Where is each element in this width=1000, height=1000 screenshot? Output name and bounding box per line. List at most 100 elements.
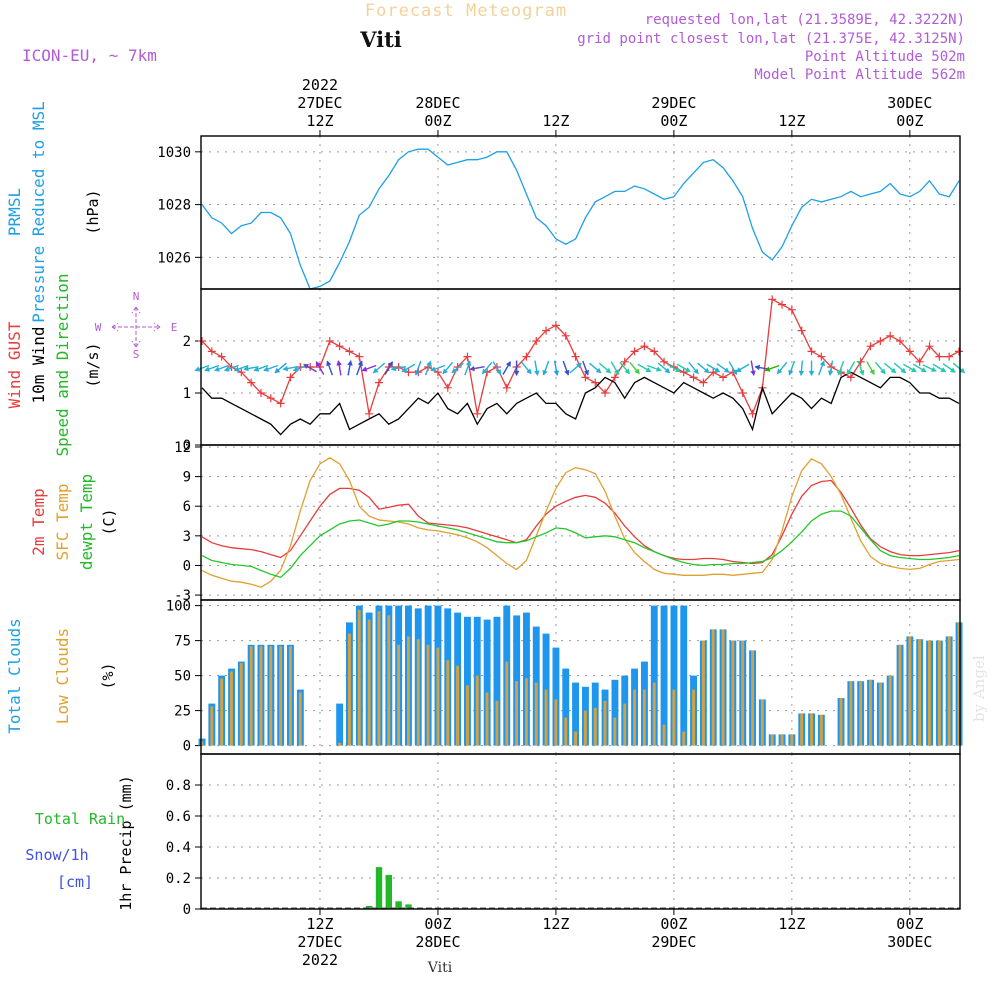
low-cloud-bar bbox=[210, 706, 214, 746]
model-label: ICON-EU, ~ 7km bbox=[22, 46, 157, 65]
ylabel-line: dewpt Temp bbox=[77, 474, 96, 570]
gust-marker bbox=[886, 331, 895, 340]
time-label: 2022 bbox=[302, 951, 338, 969]
gust-marker bbox=[433, 368, 442, 377]
low-cloud-bar bbox=[230, 671, 233, 746]
low-cloud-bar bbox=[957, 622, 961, 746]
low-cloud-bar bbox=[918, 639, 922, 746]
wind-arrow bbox=[464, 360, 472, 376]
gust-marker bbox=[719, 373, 728, 382]
gust-marker bbox=[198, 337, 206, 345]
wind-arrow bbox=[303, 363, 317, 373]
rain-bar bbox=[395, 901, 402, 910]
time-label: 2022 bbox=[302, 76, 338, 94]
wind-arrow bbox=[569, 362, 582, 374]
gust-marker bbox=[846, 373, 855, 382]
time-label: 27DEC bbox=[297, 933, 342, 951]
time-label: 00Z bbox=[424, 915, 451, 933]
low-cloud-bar bbox=[338, 742, 342, 746]
low-cloud-bar bbox=[819, 714, 823, 746]
time-label: 00Z bbox=[896, 112, 923, 130]
ylabel-line: 1hr Precip (mm) bbox=[117, 775, 135, 910]
wind-arrow-head bbox=[426, 360, 432, 367]
total-cloud-bar bbox=[513, 615, 521, 746]
pressure-series bbox=[201, 148, 960, 290]
low-cloud-bar bbox=[249, 646, 253, 746]
precip-grid bbox=[201, 754, 960, 910]
low-cloud-bar bbox=[259, 646, 263, 746]
ylabel-line: (m/s) bbox=[84, 342, 102, 387]
wind-arrow-head bbox=[788, 369, 794, 376]
series-line bbox=[201, 148, 960, 290]
total-cloud-bar bbox=[611, 679, 619, 746]
wind-arrow bbox=[827, 360, 834, 376]
wind-arrow-head bbox=[495, 369, 501, 375]
wind-arrow-head bbox=[564, 369, 570, 376]
gust-marker bbox=[689, 373, 698, 382]
gust-marker bbox=[699, 378, 708, 387]
time-label: 12Z bbox=[306, 915, 333, 933]
total-cloud-bar bbox=[464, 616, 471, 746]
wind-arrow-head bbox=[910, 367, 917, 373]
gust-marker bbox=[679, 368, 688, 377]
cloud-bars bbox=[198, 605, 963, 746]
dewpt-temp-series bbox=[201, 510, 960, 579]
low-cloud-bar bbox=[652, 682, 656, 746]
ytick-label: 25 bbox=[174, 704, 191, 720]
ytick-label: 0.6 bbox=[166, 809, 191, 825]
precip-bars bbox=[365, 867, 412, 910]
low-cloud-bar bbox=[377, 611, 381, 746]
series-line bbox=[201, 457, 960, 588]
wind-arrow bbox=[667, 363, 681, 373]
wind-arrow-head bbox=[465, 360, 472, 367]
low-cloud-bar bbox=[662, 724, 666, 746]
wind-arrow-head bbox=[930, 366, 937, 372]
low-cloud-bar bbox=[672, 689, 676, 746]
wind-arrow bbox=[243, 365, 259, 372]
wind-arrow-head bbox=[959, 367, 966, 374]
low-cloud-bar bbox=[426, 644, 430, 746]
ytick-label: 9 bbox=[183, 470, 191, 486]
wind-arrow-head bbox=[243, 365, 249, 372]
low-cloud-bar bbox=[682, 731, 686, 746]
time-label: 29DEC bbox=[651, 933, 696, 951]
low-cloud-bar bbox=[593, 707, 597, 746]
wind-arrow bbox=[384, 361, 394, 375]
wind-arrow bbox=[893, 362, 907, 374]
ytick-label: 12 bbox=[174, 440, 191, 456]
wind-arrow-head bbox=[469, 365, 475, 372]
ylabel-line: Speed and Direction bbox=[53, 273, 72, 456]
wind-arrow bbox=[846, 361, 856, 375]
low-cloud-bar bbox=[937, 640, 941, 746]
compass-cross bbox=[111, 306, 161, 348]
low-cloud-bar bbox=[475, 675, 479, 746]
low-cloud-bar bbox=[760, 699, 764, 746]
gust-marker bbox=[915, 357, 924, 366]
10m-wind-series bbox=[201, 371, 960, 436]
wind-arrow-head bbox=[253, 366, 260, 372]
low-cloud-bar bbox=[642, 689, 646, 746]
wind-arrow bbox=[952, 362, 966, 374]
ylabel-line: (hPa) bbox=[84, 189, 102, 234]
gust-marker bbox=[473, 409, 482, 418]
gust-marker bbox=[276, 399, 285, 408]
ytick-label: 75 bbox=[174, 634, 191, 650]
compass-w: W bbox=[95, 321, 102, 334]
ylabel-line: Pressure Reduced to MSL bbox=[29, 101, 48, 323]
low-cloud-bar bbox=[554, 699, 558, 746]
wind-arrow bbox=[798, 360, 805, 377]
gust-marker bbox=[561, 331, 570, 340]
ylabel-line: SFC Temp bbox=[53, 483, 72, 560]
low-cloud-bar bbox=[908, 636, 912, 746]
low-cloud-bar bbox=[751, 650, 754, 746]
gust-marker bbox=[237, 368, 246, 377]
low-cloud-bar bbox=[869, 679, 872, 746]
wind-arrow-head bbox=[949, 367, 956, 373]
wind-arrow bbox=[646, 364, 662, 372]
gust-marker bbox=[738, 389, 747, 397]
gust-marker bbox=[365, 409, 374, 418]
time-label: 29DEC bbox=[651, 94, 696, 112]
ytick-label: 1026 bbox=[157, 250, 191, 266]
gust-marker bbox=[876, 337, 885, 345]
low-cloud-bar bbox=[200, 741, 204, 746]
